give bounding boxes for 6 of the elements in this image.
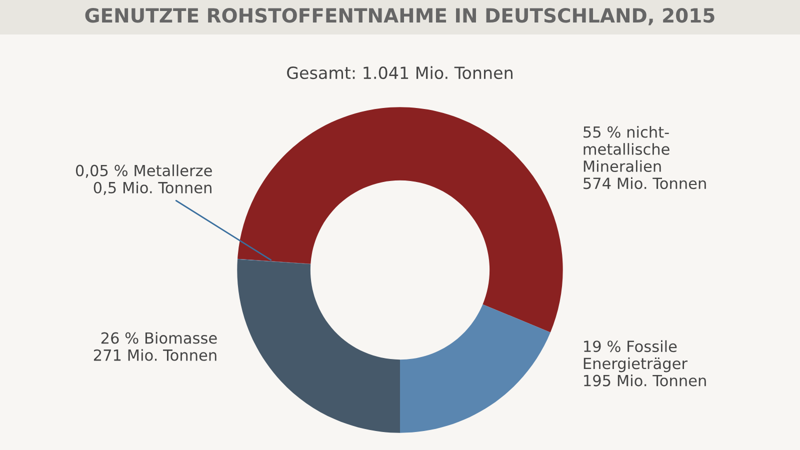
slice-label: 55 % nicht- metallische Mineralien 574 Mio. Tonnen (584, 126, 706, 190)
slice-label: 19 % Fossile Energieträger 195 Mio. Tonnen (584, 340, 706, 386)
slice-label: 0,05 % Metallerze 0,5 Mio. Tonnen (76, 164, 212, 195)
chart-subtitle: Gesamt: 1.041 Mio. Tonnen (287, 66, 512, 80)
slice-label: 26 % Biomasse 271 Mio. Tonnen (94, 332, 217, 361)
chart-title: GENUTZTE ROHSTOFFENTNAHME IN DEUTSCHLAND, 2015 (85, 8, 714, 26)
